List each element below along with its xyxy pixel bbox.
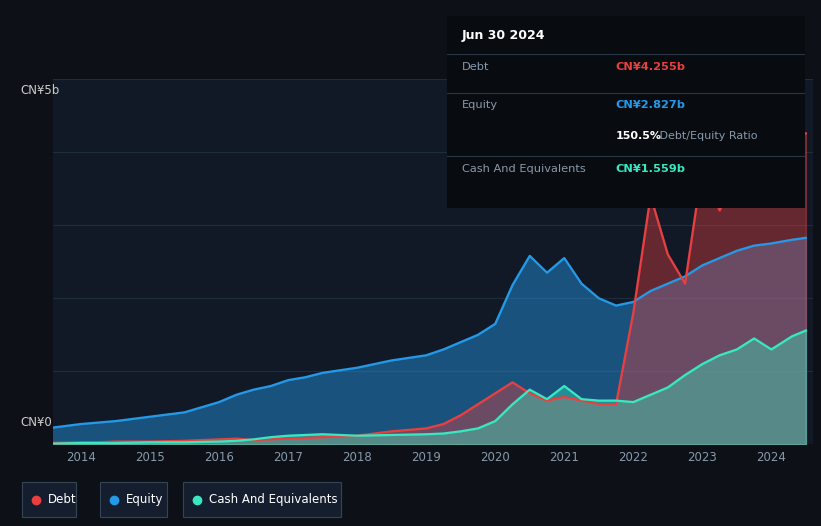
Text: CN¥5b: CN¥5b (21, 84, 60, 97)
Text: Cash And Equivalents: Cash And Equivalents (461, 164, 585, 174)
Text: 150.5%: 150.5% (615, 131, 661, 141)
Text: CN¥4.255b: CN¥4.255b (615, 62, 686, 72)
Text: CN¥0: CN¥0 (21, 416, 53, 429)
Text: CN¥2.827b: CN¥2.827b (615, 100, 686, 110)
Text: Debt: Debt (48, 493, 76, 506)
Text: Jun 30 2024: Jun 30 2024 (461, 29, 545, 42)
Text: Equity: Equity (126, 493, 163, 506)
Text: Equity: Equity (461, 100, 498, 110)
FancyBboxPatch shape (183, 482, 341, 517)
Text: Debt/Equity Ratio: Debt/Equity Ratio (656, 131, 758, 141)
FancyBboxPatch shape (22, 482, 76, 517)
Text: Debt: Debt (461, 62, 489, 72)
FancyBboxPatch shape (100, 482, 167, 517)
Text: CN¥1.559b: CN¥1.559b (615, 164, 686, 174)
Text: Cash And Equivalents: Cash And Equivalents (209, 493, 337, 506)
